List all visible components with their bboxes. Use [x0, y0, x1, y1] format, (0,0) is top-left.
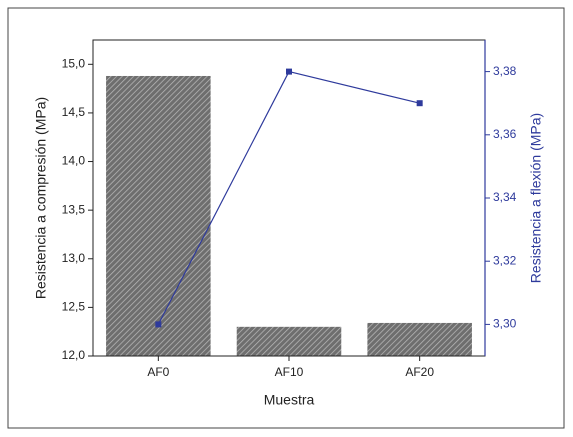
y-tick-label: 12,0 [62, 348, 86, 362]
marker [286, 68, 292, 75]
y2-tick-label: 3,32 [493, 253, 517, 267]
x-tick-label: AF10 [275, 365, 304, 379]
y-axis-label: Resistencia a compresión (MPa) [33, 97, 49, 299]
marker [416, 100, 423, 107]
y2-axis-label: Resistencia a flexión (MPa) [528, 113, 544, 283]
x-tick-label: AF0 [147, 365, 169, 379]
y-tick-label: 13,5 [62, 202, 86, 216]
y2-tick-label: 3,34 [493, 190, 517, 204]
y-tick-label: 15,0 [62, 56, 86, 70]
x-tick-label: AF20 [405, 365, 434, 379]
y2-tick-label: 3,38 [493, 64, 517, 78]
y-tick-label: 12,5 [62, 300, 86, 314]
bar [236, 326, 342, 356]
y2-tick-label: 3,36 [493, 127, 517, 141]
y-tick-label: 13,0 [62, 251, 86, 265]
bar [367, 322, 472, 356]
marker [155, 321, 162, 328]
y-tick-label: 14,5 [62, 105, 86, 119]
bar [106, 75, 211, 356]
x-axis-label: Muestra [264, 392, 315, 408]
y2-tick-label: 3,30 [493, 317, 517, 331]
y-tick-label: 14,0 [62, 154, 86, 168]
frame [7, 7, 565, 429]
